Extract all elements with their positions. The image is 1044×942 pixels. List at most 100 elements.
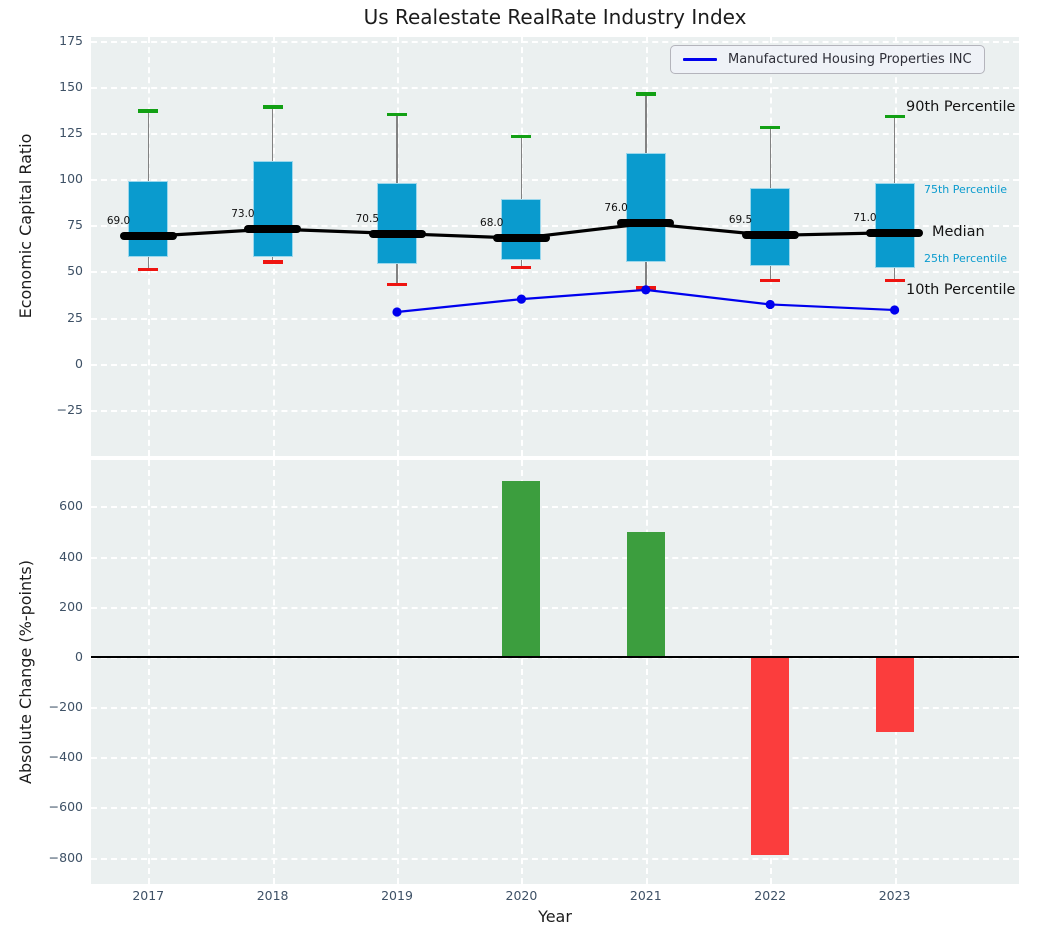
- y-tick-label-bottom: −800: [48, 849, 83, 865]
- x-axis-label-year: Year: [538, 907, 572, 926]
- y-tick-label-bottom: 200: [59, 598, 83, 614]
- gridline-h-bottom: [91, 807, 1019, 810]
- y-tick-label-top: 50: [67, 263, 83, 279]
- top-lines-overlay: [148, 221, 900, 317]
- whisker-cap-10th: [387, 282, 408, 287]
- gridline-h-bottom: [91, 556, 1019, 559]
- y-tick-label-top: −25: [56, 401, 83, 417]
- whisker-cap-10th: [262, 260, 283, 264]
- bar-negative: [875, 656, 914, 733]
- gridline-h-bottom: [91, 656, 1019, 659]
- iqr-box: [128, 180, 169, 257]
- median-value-label: 71.0: [853, 211, 877, 224]
- gridline-h-bottom: [91, 506, 1019, 509]
- median-segment: [492, 234, 550, 243]
- legend-label: Manufactured Housing Properties INC: [728, 52, 972, 67]
- gridline-h-top: [91, 179, 1019, 182]
- iqr-box: [501, 199, 542, 261]
- gridline-h-top: [91, 409, 1019, 412]
- median-value-label: 69.5: [728, 214, 753, 227]
- whisker-cap-10th: [760, 278, 781, 283]
- y-tick-label-top: 150: [59, 78, 83, 94]
- whisker-cap-10th: [511, 265, 532, 270]
- median-value-label: 70.5: [355, 212, 380, 225]
- y-tick-label-bottom: −200: [48, 699, 83, 715]
- company-line-marker: [392, 307, 402, 317]
- legend-line-swatch: [683, 58, 717, 61]
- y-tick-label-bottom: −400: [48, 749, 83, 765]
- y-tick-label-bottom: 600: [59, 498, 83, 514]
- gridline-v-bottom: [272, 460, 275, 884]
- y-tick-label-top: 0: [75, 355, 83, 371]
- iqr-box: [874, 182, 915, 268]
- gridline-h-bottom: [91, 757, 1019, 760]
- iqr-box: [377, 182, 418, 265]
- gridline-h-top: [91, 86, 1019, 89]
- x-tick-label-year: 2023: [878, 888, 911, 903]
- y-tick-label-bottom: −600: [48, 799, 83, 815]
- median-segment: [244, 224, 302, 233]
- median-value-label: 76.0: [604, 202, 628, 215]
- gridline-v-bottom: [397, 460, 400, 884]
- gridline-v-bottom: [148, 460, 151, 884]
- whisker-cap-90th: [387, 112, 408, 117]
- gridline-h-bottom: [91, 707, 1019, 710]
- x-tick-label-year: 2019: [381, 888, 413, 903]
- bar-negative: [751, 656, 790, 856]
- gridline-h-top: [91, 363, 1019, 366]
- gridline-h-bottom: [91, 606, 1019, 609]
- y-tick-label-bottom: 400: [59, 548, 83, 564]
- gridline-h-top: [91, 271, 1019, 274]
- whisker-cap-90th: [884, 114, 905, 119]
- whisker-cap-90th: [635, 92, 656, 96]
- company-line-marker: [516, 294, 527, 304]
- annotation-median: Median: [932, 224, 985, 240]
- y-tick-label-bottom: 0: [75, 648, 83, 664]
- y-tick-label-top: 100: [59, 171, 83, 187]
- bar-positive: [502, 481, 541, 657]
- y-tick-label-top: 25: [67, 309, 83, 325]
- annotation-10th-percentile: 10th Percentile: [906, 282, 1016, 298]
- y-axis-label-absolute-change: Absolute Change (%-points): [16, 560, 35, 784]
- chart-title: Us Realestate RealRate Industry Index: [363, 5, 747, 29]
- company-line-marker: [890, 305, 900, 315]
- whisker-cap-90th: [511, 134, 532, 139]
- x-tick-label-year: 2018: [256, 888, 289, 903]
- whisker-cap-90th: [138, 109, 159, 113]
- whisker-cap-10th: [884, 278, 905, 283]
- y-tick-label-top: 175: [59, 32, 83, 48]
- median-value-label: 68.0: [480, 217, 504, 230]
- iqr-box: [252, 160, 293, 257]
- annotation-25th-percentile: 25th Percentile: [924, 252, 1008, 265]
- y-axis-label-economic-capital-ratio: Economic Capital Ratio: [16, 133, 35, 319]
- y-tick-label-top: 125: [59, 124, 83, 140]
- median-value-label: 73.0: [231, 207, 255, 220]
- x-tick-label-year: 2021: [629, 888, 662, 903]
- company-line-marker: [641, 285, 651, 295]
- median-segment: [119, 232, 177, 241]
- median-segment: [866, 228, 924, 237]
- bar-positive: [626, 531, 665, 657]
- whisker-cap-90th: [262, 105, 283, 109]
- top-plot-area: 69.0 73.0 70.5 68.0 76.0 69.5 71.0: [91, 37, 1019, 456]
- median-value-label: 69.0: [106, 215, 131, 228]
- annotation-90th-percentile: 90th Percentile: [906, 99, 1016, 115]
- median-segment: [368, 229, 426, 238]
- gridline-v-bottom: [645, 460, 648, 884]
- gridline-h-bottom: [91, 857, 1019, 860]
- gridline-h-top: [91, 225, 1019, 228]
- gridline-h-top: [91, 132, 1019, 135]
- x-tick-label-year: 2022: [754, 888, 787, 903]
- iqr-box: [625, 153, 666, 263]
- gridline-v-bottom: [521, 460, 524, 884]
- median-segment: [617, 219, 675, 228]
- whisker-cap-10th: [138, 267, 159, 272]
- bottom-plot-area: [91, 460, 1019, 884]
- company-line-marker: [765, 299, 775, 310]
- annotation-75th-percentile: 75th Percentile: [924, 183, 1008, 196]
- legend: Manufactured Housing Properties INC: [670, 45, 985, 74]
- gridline-h-top: [91, 40, 1019, 43]
- median-segment: [741, 231, 799, 240]
- whisker-cap-90th: [760, 125, 781, 130]
